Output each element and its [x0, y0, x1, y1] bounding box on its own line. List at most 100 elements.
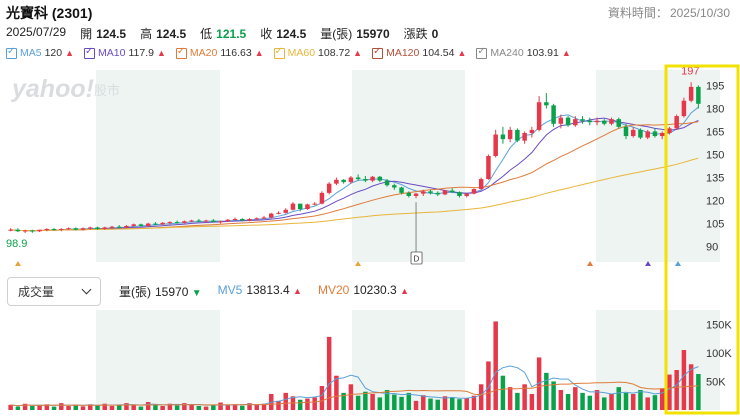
- checkbox-icon[interactable]: [84, 46, 96, 59]
- candle-body: [674, 116, 679, 129]
- candle-body: [370, 176, 375, 181]
- volume-bar: [442, 396, 448, 410]
- volume-bar: [587, 395, 593, 410]
- highlight-box: [664, 64, 740, 415]
- candle-body: [319, 192, 325, 204]
- candle: [421, 189, 426, 196]
- volume-bar: [428, 398, 433, 410]
- checkbox-icon[interactable]: [175, 46, 187, 59]
- price-tick-label: 120: [706, 196, 724, 208]
- candle-body: [261, 217, 267, 219]
- volume-bar: [167, 403, 173, 410]
- volume-bar: [225, 405, 231, 410]
- volume-bar: [211, 404, 216, 410]
- candle: [428, 189, 433, 195]
- candle-body: [529, 129, 535, 133]
- candle-body: [145, 223, 151, 226]
- price-tick-label: 90: [706, 242, 718, 254]
- volume-bar: [261, 403, 267, 410]
- checkbox-icon[interactable]: [6, 46, 17, 59]
- price-tick-label: 135: [706, 173, 724, 185]
- checkbox-icon[interactable]: [372, 46, 384, 59]
- candle-body: [609, 119, 614, 124]
- candle-body: [88, 227, 93, 229]
- volume-bar: [457, 399, 462, 410]
- candle-body: [457, 192, 462, 196]
- candle-body: [384, 180, 390, 186]
- candle: [652, 128, 658, 138]
- candle-body: [276, 212, 281, 214]
- stock-title: 光寶科 (2301): [6, 5, 93, 21]
- candle: [565, 116, 571, 127]
- candle-body: [428, 191, 433, 193]
- volume-bar: [124, 403, 129, 410]
- candle-body: [240, 218, 245, 221]
- candle: [507, 126, 513, 143]
- ohlc-high: 高 124.5: [140, 27, 187, 41]
- volume-bar: [8, 404, 13, 410]
- volume-bar: [522, 384, 527, 410]
- candle: [196, 218, 202, 223]
- candle: [623, 123, 629, 140]
- volume-bar: [88, 404, 93, 410]
- up-triangle-icon: ▲: [293, 286, 302, 296]
- candle-body: [211, 220, 216, 223]
- mv5-stat: MV5 13813.4 ▲: [217, 283, 302, 297]
- volume-bar: [667, 374, 672, 410]
- volume-bar: [406, 392, 412, 410]
- checkbox-icon[interactable]: [273, 46, 285, 59]
- chevron-down-icon: [81, 284, 92, 295]
- volume-bar: [254, 404, 260, 410]
- candle: [22, 229, 28, 233]
- candle-body: [464, 193, 469, 196]
- volume-bar: [334, 375, 339, 410]
- candle: [377, 175, 383, 183]
- candle: [384, 179, 390, 187]
- candle-body: [269, 213, 274, 218]
- candle: [341, 179, 346, 184]
- candle: [30, 229, 35, 233]
- volume-bar: [558, 390, 564, 410]
- data-time-label: 資料時間：: [607, 6, 668, 20]
- candle-body: [124, 225, 129, 228]
- volume-bar: [145, 402, 151, 410]
- candle-body: [507, 129, 513, 140]
- volume-bar: [507, 387, 513, 410]
- candle-body: [638, 129, 643, 138]
- candle: [406, 191, 412, 198]
- candle: [399, 186, 404, 195]
- up-triangle-icon: ▲: [156, 48, 166, 58]
- candle-body: [73, 228, 79, 230]
- price-tick-label: 165: [706, 126, 724, 138]
- candle: [276, 211, 281, 215]
- candle: [247, 218, 252, 222]
- candle: [116, 225, 122, 229]
- candle: [254, 217, 260, 221]
- candle-body: [421, 191, 426, 194]
- checkbox-icon[interactable]: [476, 46, 488, 59]
- ohlc-close: 收 124.5: [260, 27, 307, 41]
- price-tick-label: 180: [706, 103, 724, 115]
- candle: [580, 116, 585, 124]
- candle-body: [594, 120, 600, 123]
- candle: [529, 126, 535, 138]
- candle-body: [363, 179, 368, 181]
- volume-bar: [297, 399, 303, 410]
- candle: [283, 208, 288, 214]
- candle: [73, 227, 79, 231]
- candle: [659, 131, 665, 140]
- indicator-select[interactable]: 成交量: [7, 277, 101, 306]
- dividend-marker-box: [410, 251, 423, 265]
- candle-body: [580, 119, 585, 121]
- candle-body: [51, 228, 57, 230]
- candle-body: [522, 132, 527, 141]
- candle-body: [471, 189, 477, 194]
- candle: [297, 203, 303, 212]
